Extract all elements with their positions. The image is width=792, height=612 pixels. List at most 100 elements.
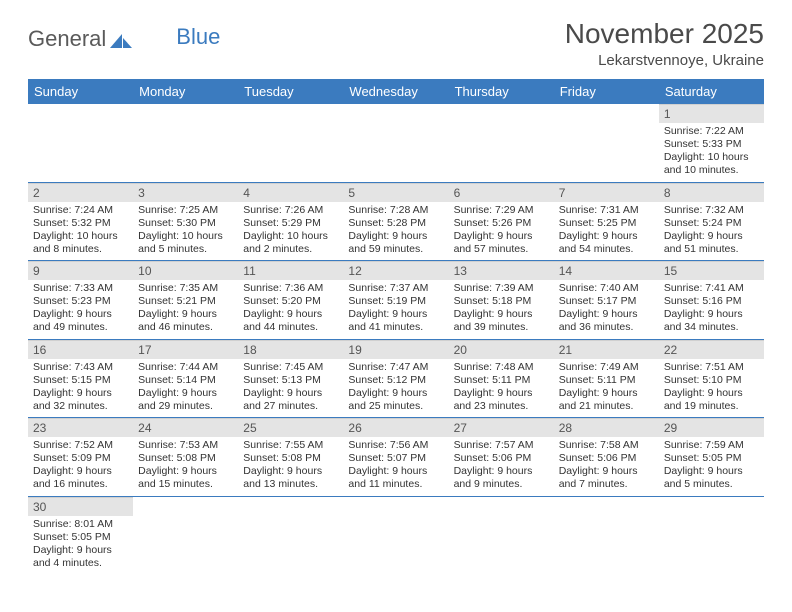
day-header-row: SundayMondayTuesdayWednesdayThursdayFrid… [28,79,764,104]
sunrise-text: Sunrise: 7:59 AM [664,439,759,452]
sunset-text: Sunset: 5:16 PM [664,295,759,308]
sunrise-text: Sunrise: 7:57 AM [454,439,549,452]
day-cell: 19Sunrise: 7:47 AMSunset: 5:12 PMDayligh… [343,339,448,418]
header: General Blue November 2025 Lekarstvennoy… [28,18,764,69]
day-cell: 21Sunrise: 7:49 AMSunset: 5:11 PMDayligh… [554,339,659,418]
empty-cell [343,496,448,574]
sunrise-text: Sunrise: 7:55 AM [243,439,338,452]
daylight-text: Daylight: 9 hours and 9 minutes. [454,465,549,491]
day-cell: 10Sunrise: 7:35 AMSunset: 5:21 PMDayligh… [133,261,238,340]
week-row: 9Sunrise: 7:33 AMSunset: 5:23 PMDaylight… [28,261,764,340]
sunset-text: Sunset: 5:11 PM [559,374,654,387]
sunrise-text: Sunrise: 7:39 AM [454,282,549,295]
sunrise-text: Sunrise: 7:37 AM [348,282,443,295]
day-details: Sunrise: 7:52 AMSunset: 5:09 PMDaylight:… [28,437,133,496]
day-number: 29 [659,418,764,437]
empty-cell [449,104,554,182]
sunset-text: Sunset: 5:07 PM [348,452,443,465]
day-details: Sunrise: 7:48 AMSunset: 5:11 PMDaylight:… [449,359,554,418]
day-number: 25 [238,418,343,437]
empty-cell [28,104,133,182]
day-cell: 9Sunrise: 7:33 AMSunset: 5:23 PMDaylight… [28,261,133,340]
sunset-text: Sunset: 5:28 PM [348,217,443,230]
empty-cell [238,496,343,574]
week-row: 23Sunrise: 7:52 AMSunset: 5:09 PMDayligh… [28,418,764,497]
day-cell: 22Sunrise: 7:51 AMSunset: 5:10 PMDayligh… [659,339,764,418]
day-cell: 15Sunrise: 7:41 AMSunset: 5:16 PMDayligh… [659,261,764,340]
daylight-text: Daylight: 9 hours and 49 minutes. [33,308,128,334]
day-details: Sunrise: 7:25 AMSunset: 5:30 PMDaylight:… [133,202,238,261]
day-cell: 7Sunrise: 7:31 AMSunset: 5:25 PMDaylight… [554,182,659,261]
day-details: Sunrise: 7:35 AMSunset: 5:21 PMDaylight:… [133,280,238,339]
daylight-text: Daylight: 10 hours and 8 minutes. [33,230,128,256]
week-row: 30Sunrise: 8:01 AMSunset: 5:05 PMDayligh… [28,496,764,574]
day-details: Sunrise: 7:31 AMSunset: 5:25 PMDaylight:… [554,202,659,261]
daylight-text: Daylight: 9 hours and 54 minutes. [559,230,654,256]
sunset-text: Sunset: 5:06 PM [454,452,549,465]
day-number: 30 [28,497,133,516]
sunset-text: Sunset: 5:26 PM [454,217,549,230]
daylight-text: Daylight: 9 hours and 32 minutes. [33,387,128,413]
sunrise-text: Sunrise: 7:45 AM [243,361,338,374]
day-details: Sunrise: 7:44 AMSunset: 5:14 PMDaylight:… [133,359,238,418]
sunrise-text: Sunrise: 7:53 AM [138,439,233,452]
daylight-text: Daylight: 9 hours and 21 minutes. [559,387,654,413]
sunset-text: Sunset: 5:24 PM [664,217,759,230]
daylight-text: Daylight: 9 hours and 57 minutes. [454,230,549,256]
day-cell: 3Sunrise: 7:25 AMSunset: 5:30 PMDaylight… [133,182,238,261]
day-header-saturday: Saturday [659,79,764,104]
day-header-sunday: Sunday [28,79,133,104]
sunset-text: Sunset: 5:29 PM [243,217,338,230]
day-number: 8 [659,183,764,202]
day-number: 26 [343,418,448,437]
daylight-text: Daylight: 9 hours and 7 minutes. [559,465,654,491]
daylight-text: Daylight: 9 hours and 34 minutes. [664,308,759,334]
day-cell: 11Sunrise: 7:36 AMSunset: 5:20 PMDayligh… [238,261,343,340]
sunset-text: Sunset: 5:18 PM [454,295,549,308]
day-number: 10 [133,261,238,280]
day-cell: 26Sunrise: 7:56 AMSunset: 5:07 PMDayligh… [343,418,448,497]
sunset-text: Sunset: 5:06 PM [559,452,654,465]
day-details: Sunrise: 7:41 AMSunset: 5:16 PMDaylight:… [659,280,764,339]
day-header-wednesday: Wednesday [343,79,448,104]
day-number: 11 [238,261,343,280]
day-number: 4 [238,183,343,202]
daylight-text: Daylight: 10 hours and 5 minutes. [138,230,233,256]
day-cell: 17Sunrise: 7:44 AMSunset: 5:14 PMDayligh… [133,339,238,418]
day-number: 16 [28,340,133,359]
sunset-text: Sunset: 5:11 PM [454,374,549,387]
daylight-text: Daylight: 10 hours and 10 minutes. [664,151,759,177]
day-cell: 5Sunrise: 7:28 AMSunset: 5:28 PMDaylight… [343,182,448,261]
daylight-text: Daylight: 9 hours and 15 minutes. [138,465,233,491]
day-details: Sunrise: 7:53 AMSunset: 5:08 PMDaylight:… [133,437,238,496]
sunrise-text: Sunrise: 7:52 AM [33,439,128,452]
daylight-text: Daylight: 9 hours and 19 minutes. [664,387,759,413]
sunrise-text: Sunrise: 7:56 AM [348,439,443,452]
sunset-text: Sunset: 5:17 PM [559,295,654,308]
sunrise-text: Sunrise: 7:41 AM [664,282,759,295]
day-header-thursday: Thursday [449,79,554,104]
day-cell: 20Sunrise: 7:48 AMSunset: 5:11 PMDayligh… [449,339,554,418]
sunrise-text: Sunrise: 7:44 AM [138,361,233,374]
day-cell: 27Sunrise: 7:57 AMSunset: 5:06 PMDayligh… [449,418,554,497]
sail-icon [108,30,134,48]
logo-text-2: Blue [176,24,220,50]
day-details: Sunrise: 7:26 AMSunset: 5:29 PMDaylight:… [238,202,343,261]
day-details: Sunrise: 7:58 AMSunset: 5:06 PMDaylight:… [554,437,659,496]
day-details: Sunrise: 7:39 AMSunset: 5:18 PMDaylight:… [449,280,554,339]
day-details: Sunrise: 7:22 AMSunset: 5:33 PMDaylight:… [659,123,764,182]
day-details: Sunrise: 7:47 AMSunset: 5:12 PMDaylight:… [343,359,448,418]
sunset-text: Sunset: 5:13 PM [243,374,338,387]
day-number: 5 [343,183,448,202]
day-cell: 16Sunrise: 7:43 AMSunset: 5:15 PMDayligh… [28,339,133,418]
sunrise-text: Sunrise: 7:43 AM [33,361,128,374]
day-number: 14 [554,261,659,280]
daylight-text: Daylight: 9 hours and 41 minutes. [348,308,443,334]
day-number: 7 [554,183,659,202]
day-cell: 1Sunrise: 7:22 AMSunset: 5:33 PMDaylight… [659,104,764,182]
sunset-text: Sunset: 5:23 PM [33,295,128,308]
day-number: 23 [28,418,133,437]
daylight-text: Daylight: 9 hours and 27 minutes. [243,387,338,413]
day-cell: 12Sunrise: 7:37 AMSunset: 5:19 PMDayligh… [343,261,448,340]
sunset-text: Sunset: 5:08 PM [243,452,338,465]
